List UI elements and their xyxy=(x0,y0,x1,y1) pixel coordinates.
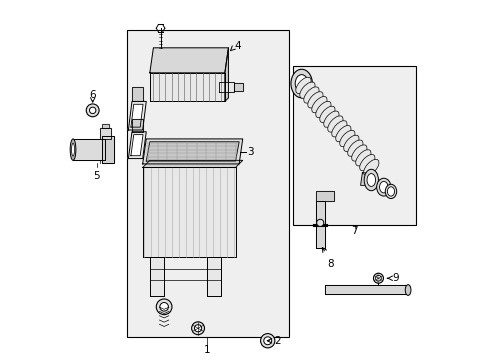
Ellipse shape xyxy=(303,87,319,103)
Ellipse shape xyxy=(263,337,271,345)
Bar xyxy=(126,30,288,337)
Polygon shape xyxy=(100,128,110,139)
Polygon shape xyxy=(73,139,105,160)
Ellipse shape xyxy=(351,145,366,161)
Ellipse shape xyxy=(156,299,172,315)
Text: 1: 1 xyxy=(203,345,210,355)
Ellipse shape xyxy=(160,302,168,311)
Ellipse shape xyxy=(405,285,410,296)
Polygon shape xyxy=(149,48,228,73)
Ellipse shape xyxy=(331,121,346,137)
Ellipse shape xyxy=(355,150,370,166)
Ellipse shape xyxy=(299,82,314,98)
Ellipse shape xyxy=(295,77,310,94)
Text: 5: 5 xyxy=(94,171,100,181)
Polygon shape xyxy=(142,139,242,164)
Ellipse shape xyxy=(307,92,323,108)
Polygon shape xyxy=(102,136,114,163)
Ellipse shape xyxy=(379,181,387,193)
Ellipse shape xyxy=(366,174,375,186)
Polygon shape xyxy=(128,132,146,158)
Ellipse shape xyxy=(385,184,396,199)
Polygon shape xyxy=(146,142,239,161)
Ellipse shape xyxy=(295,75,307,93)
Text: 6: 6 xyxy=(89,90,96,100)
Ellipse shape xyxy=(347,140,362,156)
Ellipse shape xyxy=(327,116,343,132)
Ellipse shape xyxy=(311,96,326,113)
Text: 2: 2 xyxy=(273,336,280,346)
Text: 4: 4 xyxy=(234,41,241,51)
Ellipse shape xyxy=(335,126,350,142)
Polygon shape xyxy=(132,119,142,132)
Ellipse shape xyxy=(343,135,358,152)
Ellipse shape xyxy=(339,130,354,147)
Polygon shape xyxy=(102,123,108,128)
Ellipse shape xyxy=(86,104,99,117)
Ellipse shape xyxy=(191,322,204,335)
Ellipse shape xyxy=(315,102,330,118)
Polygon shape xyxy=(206,257,221,296)
Text: 7: 7 xyxy=(350,226,357,236)
Text: 3: 3 xyxy=(247,147,253,157)
Ellipse shape xyxy=(70,139,76,160)
Ellipse shape xyxy=(363,159,378,176)
Polygon shape xyxy=(142,160,242,167)
Polygon shape xyxy=(219,82,233,93)
Polygon shape xyxy=(131,135,143,156)
Ellipse shape xyxy=(319,106,334,122)
Polygon shape xyxy=(324,285,408,294)
Ellipse shape xyxy=(194,325,201,332)
Ellipse shape xyxy=(376,178,390,196)
Bar xyxy=(292,66,415,225)
Polygon shape xyxy=(142,167,235,257)
Polygon shape xyxy=(131,104,143,127)
Ellipse shape xyxy=(373,273,383,283)
Ellipse shape xyxy=(89,107,96,113)
Ellipse shape xyxy=(359,154,374,171)
Ellipse shape xyxy=(316,219,323,226)
Polygon shape xyxy=(360,173,376,185)
Polygon shape xyxy=(233,83,242,91)
Ellipse shape xyxy=(71,143,74,156)
Polygon shape xyxy=(315,202,324,248)
Polygon shape xyxy=(132,87,142,102)
Ellipse shape xyxy=(386,187,394,196)
Ellipse shape xyxy=(323,111,338,127)
Polygon shape xyxy=(224,48,228,102)
Ellipse shape xyxy=(364,169,378,191)
Polygon shape xyxy=(128,102,146,130)
Polygon shape xyxy=(149,257,164,296)
Ellipse shape xyxy=(260,334,274,348)
Polygon shape xyxy=(149,73,224,102)
Ellipse shape xyxy=(375,275,381,281)
Text: 8: 8 xyxy=(326,258,333,269)
Ellipse shape xyxy=(290,69,312,98)
Text: 9: 9 xyxy=(391,273,398,283)
Polygon shape xyxy=(315,191,333,202)
